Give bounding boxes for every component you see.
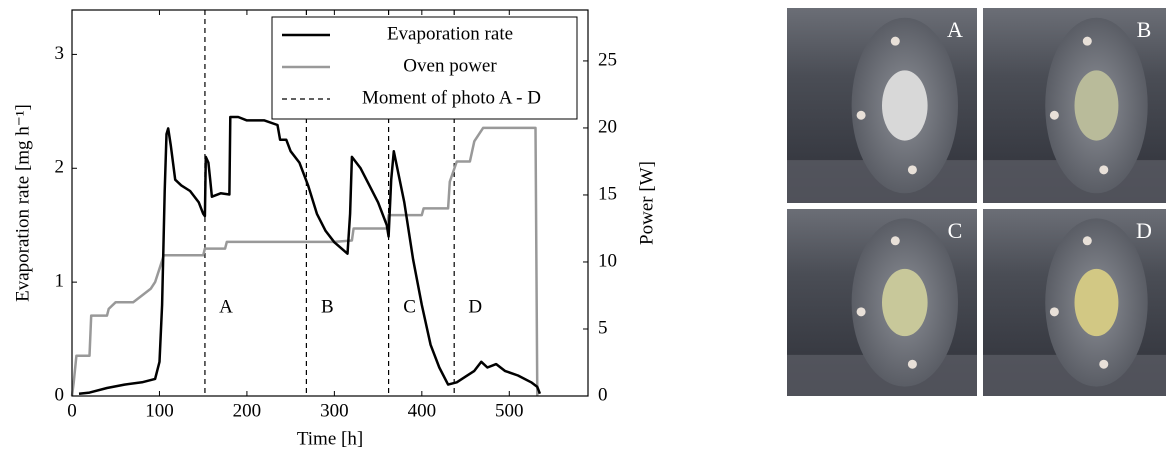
y2-tick-label: 5: [598, 317, 608, 338]
hole: [1082, 36, 1092, 46]
marker-label: A: [219, 296, 233, 317]
photo-label: D: [1136, 218, 1152, 243]
y2-tick-label: 15: [598, 183, 617, 204]
series-line: [78, 115, 542, 395]
y-tick-label: 0: [55, 384, 65, 405]
photos: A B C D: [787, 8, 1166, 396]
marker-label: B: [321, 296, 334, 317]
hole: [890, 236, 900, 246]
hole: [890, 36, 900, 46]
x-tick-label: 200: [233, 400, 262, 421]
x-tick-label: 300: [320, 400, 349, 421]
sample: [1074, 268, 1119, 337]
y2-tick-label: 10: [598, 250, 617, 271]
marker-label: D: [468, 296, 482, 317]
plot-frame: [71, 9, 589, 397]
marker-label: C: [403, 296, 416, 317]
sample: [882, 70, 928, 141]
y2-axis-label: Power [W]: [636, 161, 657, 245]
y2-tick-label: 25: [598, 49, 617, 70]
photo-label: C: [948, 218, 963, 243]
legend-label: Moment of photo A - D: [362, 87, 541, 108]
sample: [882, 268, 928, 337]
hole: [1049, 110, 1059, 120]
series-line: [70, 126, 539, 397]
legend-label: Oven power: [403, 55, 497, 76]
y2-tick-label: 0: [598, 384, 608, 405]
x-tick-label: 0: [67, 400, 77, 421]
hole: [1099, 165, 1109, 175]
x-tick-label: 100: [145, 400, 174, 421]
sample: [1074, 70, 1119, 141]
legend-label: Evaporation rate: [387, 23, 513, 44]
hole: [856, 307, 866, 317]
hole: [1099, 359, 1109, 369]
x-tick-label: 400: [408, 400, 437, 421]
hole: [1049, 307, 1059, 317]
x-tick-label: 500: [495, 400, 524, 421]
hole: [907, 165, 917, 175]
hole: [1082, 236, 1092, 246]
y-tick-label: 3: [55, 43, 65, 64]
hole: [907, 359, 917, 369]
photo-label: B: [1137, 17, 1152, 42]
y-tick-label: 1: [55, 270, 65, 291]
y-axis-label: Evaporation rate [mg h⁻¹]: [12, 104, 33, 302]
y2-tick-label: 20: [598, 116, 617, 137]
hole: [856, 110, 866, 120]
y-tick-label: 2: [55, 157, 65, 178]
photo-label: A: [947, 17, 963, 42]
x-axis-label: Time [h]: [297, 428, 363, 449]
